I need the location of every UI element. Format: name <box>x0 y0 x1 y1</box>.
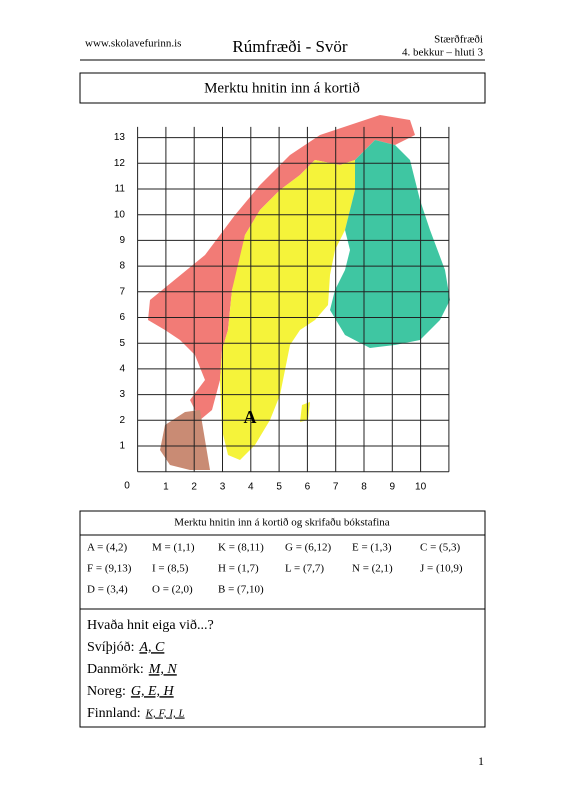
y-label: 3 <box>119 389 125 400</box>
x-label: 9 <box>390 482 396 493</box>
entry: G = (6,12) <box>285 542 332 554</box>
subject: Stærðfræði <box>434 34 483 46</box>
entry: K = (8,11) <box>218 542 264 554</box>
question-label: Finnland: <box>87 706 141 721</box>
sweden <box>220 160 355 460</box>
questions: Svíþjóð: A, C Danmörk: M, N Noreg: G, E, H Fin… <box>87 640 185 721</box>
prompt: Hvaða hnit eiga við...? <box>87 618 214 633</box>
y-label: 4 <box>119 364 125 375</box>
point-label: A <box>244 407 257 427</box>
x-label: 7 <box>333 482 339 493</box>
y-label: 9 <box>119 235 125 246</box>
island <box>300 402 310 422</box>
x-label: 6 <box>305 482 311 493</box>
entry: F = (9,13) <box>87 563 132 575</box>
entry: C = (5,3) <box>420 542 460 554</box>
entry: B = (7,10) <box>218 584 264 596</box>
y-label: 5 <box>119 338 125 349</box>
table: A = (4,2) M = (1,1) K = (8,11) G = (6,12) E … <box>87 542 463 596</box>
grade: 4. bekkur – hluti 3 <box>402 47 483 59</box>
y-label: 10 <box>114 209 126 220</box>
denmark <box>160 410 210 470</box>
norway <box>148 115 415 420</box>
entry: D = (3,4) <box>87 584 128 596</box>
map-title: Merktu hnitin inn á kortið <box>204 80 360 96</box>
entry: L = (7,7) <box>285 563 324 575</box>
y-label: 12 <box>114 158 126 169</box>
x-label: 4 <box>248 482 254 493</box>
x-label: 8 <box>361 482 367 493</box>
page-number: 1 <box>478 754 484 768</box>
y-label: 11 <box>115 184 126 195</box>
y-label: 8 <box>119 261 125 272</box>
answer: G, E, H <box>131 684 175 699</box>
question-label: Svíþjóð: <box>87 640 134 655</box>
site: www.skolavefurinn.is <box>85 38 181 50</box>
x-label: 1 <box>163 482 169 493</box>
entry: H = (1,7) <box>218 563 259 575</box>
entry: J = (10,9) <box>420 563 463 575</box>
page-title: Rúmfræði - Svör <box>232 37 348 56</box>
entry: I = (8,5) <box>152 563 189 575</box>
answer: K, F, I, L <box>145 708 185 720</box>
answer: M, N <box>148 662 178 677</box>
entry: N = (2,1) <box>352 563 393 575</box>
y-label: 1 <box>119 441 125 452</box>
x-label: 2 <box>191 482 197 493</box>
y-label: 2 <box>119 415 125 426</box>
entry: M = (1,1) <box>152 542 195 554</box>
entry: E = (1,3) <box>352 542 392 554</box>
origin-label: 0 <box>124 481 130 492</box>
title-box <box>79 72 486 104</box>
map <box>148 115 450 470</box>
x-label: 3 <box>220 482 226 493</box>
table-title: Merktu hnitin inn á kortið og skrifaðu b… <box>174 517 389 529</box>
entry: O = (2,0) <box>152 584 193 596</box>
y-label: 7 <box>119 286 125 297</box>
entry: A = (4,2) <box>87 542 127 554</box>
y-label: 6 <box>119 312 125 323</box>
question-label: Noreg: <box>87 684 126 699</box>
finland <box>330 140 450 348</box>
y-label: 13 <box>114 132 126 143</box>
x-label: 5 <box>276 482 282 493</box>
question-label: Danmörk: <box>87 662 144 677</box>
x-label: 10 <box>415 482 427 493</box>
answer-box <box>79 510 486 728</box>
answer: A, C <box>138 640 165 655</box>
